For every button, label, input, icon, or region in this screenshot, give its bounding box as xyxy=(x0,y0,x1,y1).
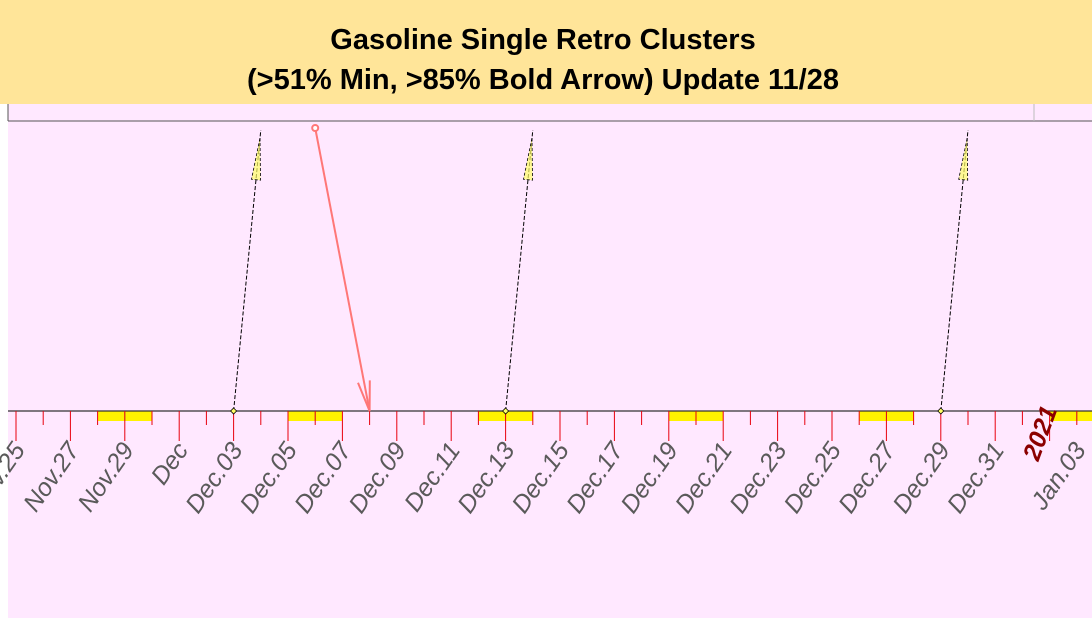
down-arrow-shaft-0 xyxy=(314,127,371,412)
chart-title-line-1: Gasoline Single Retro Clusters xyxy=(330,24,755,56)
weekend-band-5 xyxy=(1049,411,1092,421)
cluster-arrows xyxy=(230,124,969,415)
title-banner xyxy=(0,0,1092,104)
plot-background xyxy=(8,104,1092,618)
chart-title-line-2: (>51% Min, >85% Bold Arrow) Update 11/28 xyxy=(247,64,839,96)
date-ticks xyxy=(15,411,1078,441)
up-arrow-origin-marker-2 xyxy=(937,407,945,415)
up-arrow-head-1 xyxy=(523,137,533,181)
up-arrow-origin-marker-0 xyxy=(230,407,238,415)
up-arrow-head-0 xyxy=(251,137,261,181)
down-arrow-head-0 xyxy=(357,380,371,412)
down-arrow-origin-marker-0 xyxy=(311,124,320,132)
up-arrow-head-2 xyxy=(958,137,969,181)
up-arrow-origin-marker-1 xyxy=(502,407,510,415)
